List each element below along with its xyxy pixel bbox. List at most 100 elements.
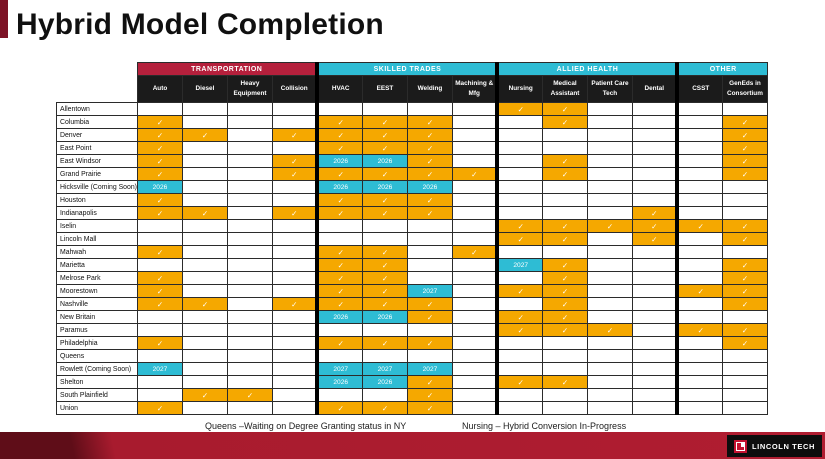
program-cell: ✓ [675, 219, 723, 233]
program-cell [586, 115, 633, 129]
program-cell: ✓ [541, 167, 588, 181]
campus-name: East Windsor [56, 154, 138, 168]
campus-row: Marietta ✓ ✓ 2027 ✓ ✓ [56, 258, 768, 272]
program-cell [495, 141, 543, 155]
program-cell [226, 180, 273, 194]
program-cell: ✓ [226, 388, 273, 402]
campus-name: Marietta [56, 258, 138, 272]
program-cell [136, 375, 183, 389]
program-cell: ✓ [406, 141, 453, 155]
program-cell: ✓ [541, 115, 588, 129]
program-cell [586, 375, 633, 389]
campus-row: Hicksville (Coming Soon) 2026 2026 2026 2026 [56, 180, 768, 194]
program-cell [315, 349, 363, 363]
program-cell [181, 180, 228, 194]
program-cell [631, 310, 678, 324]
column-header: Machining & Mfg [451, 75, 498, 103]
program-cell [226, 219, 273, 233]
campus-name: Rowlett (Coming Soon) [56, 362, 138, 376]
program-cell: ✓ [136, 141, 183, 155]
program-cell [181, 258, 228, 272]
program-cell [271, 323, 318, 337]
program-cell: ✓ [721, 141, 768, 155]
program-cell [495, 167, 543, 181]
program-cell [361, 232, 408, 246]
program-cell: ✓ [361, 193, 408, 207]
program-cell [226, 128, 273, 142]
column-header: Welding [406, 75, 453, 103]
program-cell [451, 388, 498, 402]
program-cell [271, 193, 318, 207]
program-cell: 2026 [406, 180, 453, 194]
program-cell [181, 219, 228, 233]
program-cell: ✓ [315, 141, 363, 155]
program-cell [586, 232, 633, 246]
program-cell: ✓ [721, 128, 768, 142]
campus-name: Iselin [56, 219, 138, 233]
program-cell [541, 193, 588, 207]
program-cell: ✓ [136, 271, 183, 285]
program-cell: ✓ [315, 297, 363, 311]
program-cell [226, 115, 273, 129]
column-header: GenEds in Consortium [721, 75, 768, 103]
campus-row: Denver ✓ ✓ ✓ ✓ ✓ ✓ ✓ [56, 128, 768, 142]
program-cell [721, 180, 768, 194]
campus-row: Grand Prairie ✓ ✓ ✓ ✓ ✓ ✓ ✓ ✓ [56, 167, 768, 181]
program-cell [271, 271, 318, 285]
program-cell [406, 232, 453, 246]
program-cell [451, 349, 498, 363]
program-cell [181, 141, 228, 155]
program-cell [406, 219, 453, 233]
program-cell [586, 336, 633, 350]
program-cell: ✓ [631, 206, 678, 220]
program-cell: ✓ [495, 102, 543, 116]
program-cell [406, 349, 453, 363]
program-cell [675, 375, 723, 389]
campus-name: Melrose Park [56, 271, 138, 285]
program-cell: ✓ [541, 154, 588, 168]
program-cell [226, 336, 273, 350]
program-cell: 2026 [315, 154, 363, 168]
program-cell [181, 232, 228, 246]
program-cell: ✓ [181, 128, 228, 142]
program-cell [226, 401, 273, 415]
program-cell [181, 115, 228, 129]
column-header: Diesel [181, 75, 228, 103]
program-cell [136, 323, 183, 337]
campus-name: Moorestown [56, 284, 138, 298]
column-header: EEST [361, 75, 408, 103]
program-cell: ✓ [315, 245, 363, 259]
program-cell: ✓ [136, 245, 183, 259]
footnote-queens: Queens –Waiting on Degree Granting statu… [205, 421, 407, 431]
program-cell [586, 245, 633, 259]
program-cell: 2026 [361, 310, 408, 324]
program-cell [181, 245, 228, 259]
program-cell [631, 401, 678, 415]
program-cell [451, 336, 498, 350]
program-cell: ✓ [495, 310, 543, 324]
program-cell [675, 102, 723, 116]
campus-row: Melrose Park ✓ ✓ ✓ ✓ ✓ [56, 271, 768, 285]
program-cell [631, 102, 678, 116]
program-cell: 2026 [315, 180, 363, 194]
program-cell [451, 219, 498, 233]
program-cell: ✓ [406, 297, 453, 311]
program-cell [586, 388, 633, 402]
program-cell: ✓ [495, 375, 543, 389]
campus-name: East Point [56, 141, 138, 155]
column-header: HVAC [315, 75, 363, 103]
program-cell: ✓ [271, 167, 318, 181]
program-cell [721, 349, 768, 363]
program-cell [586, 141, 633, 155]
campus-row: Mahwah ✓ ✓ ✓ ✓ [56, 245, 768, 259]
campus-name: Nashville [56, 297, 138, 311]
group-header: SKILLED TRADES [315, 62, 498, 76]
program-cell [361, 102, 408, 116]
program-cell [451, 128, 498, 142]
program-cell [136, 258, 183, 272]
program-cell [675, 401, 723, 415]
program-cell: ✓ [136, 167, 183, 181]
program-cell [541, 128, 588, 142]
program-cell [631, 271, 678, 285]
program-cell [631, 167, 678, 181]
